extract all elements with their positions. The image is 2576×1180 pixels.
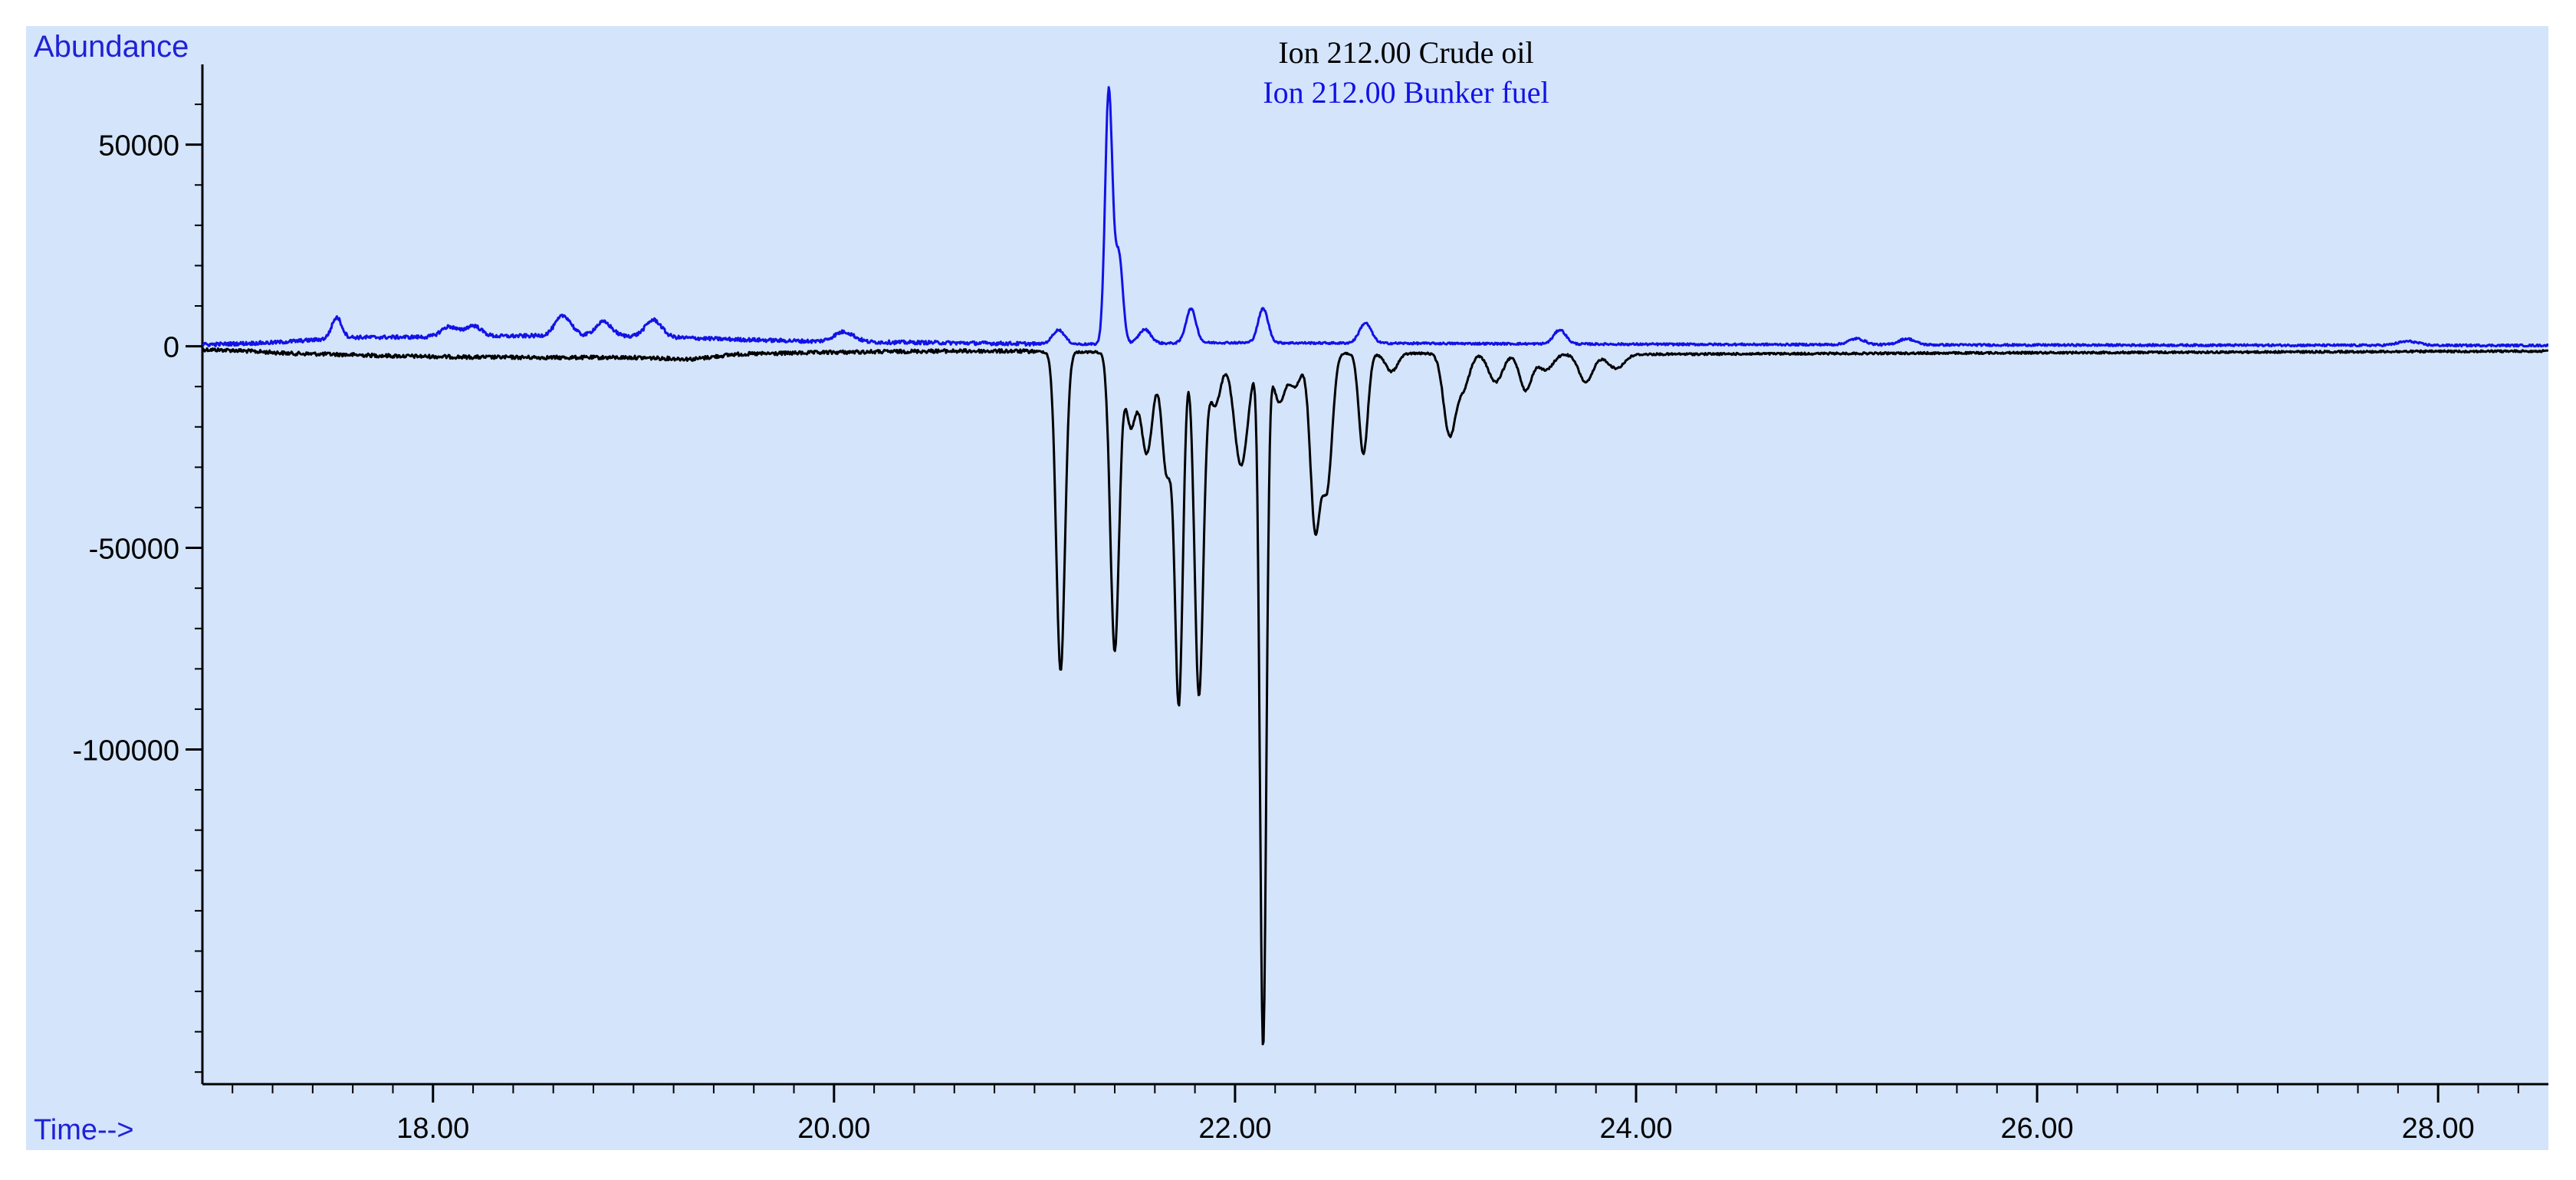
- series-lines: [201, 86, 2548, 1046]
- legend-entry: Ion 212.00 Crude oil: [1278, 35, 1533, 70]
- x-tick-label: 18.00: [396, 1113, 469, 1145]
- x-tick-label: 26.00: [2001, 1113, 2074, 1145]
- x-tick-label: 24.00: [1599, 1113, 1672, 1145]
- legend-entry: Ion 212.00 Bunker fuel: [1263, 75, 1549, 110]
- ticks: [186, 104, 2519, 1103]
- y-tick-label: 50000: [98, 130, 179, 163]
- bunker-fuel-series-line: [202, 86, 2548, 348]
- y-tick-label: -50000: [89, 534, 179, 566]
- chart-panel: 50000 0 -50000 -100000 18.00 20.00 22.00 24.00 2…: [26, 26, 2548, 1150]
- crude-oil-series-line: [201, 347, 2548, 1046]
- y-tick-label: 0: [163, 332, 179, 364]
- labels: 50000 0 -50000 -100000 18.00 20.00 22.00 24.00 2…: [34, 30, 2475, 1146]
- chromatogram-plot: 50000 0 -50000 -100000 18.00 20.00 22.00 24.00 2…: [34, 30, 2548, 1146]
- y-tick-label: -100000: [73, 735, 179, 767]
- x-tick-label: 20.00: [797, 1113, 870, 1145]
- x-tick-label: 22.00: [1198, 1113, 1271, 1145]
- x-axis-title: Time-->: [34, 1114, 134, 1146]
- y-axis-title: Abundance: [34, 30, 189, 64]
- axes: [201, 64, 2548, 1086]
- x-tick-label: 28.00: [2402, 1113, 2475, 1145]
